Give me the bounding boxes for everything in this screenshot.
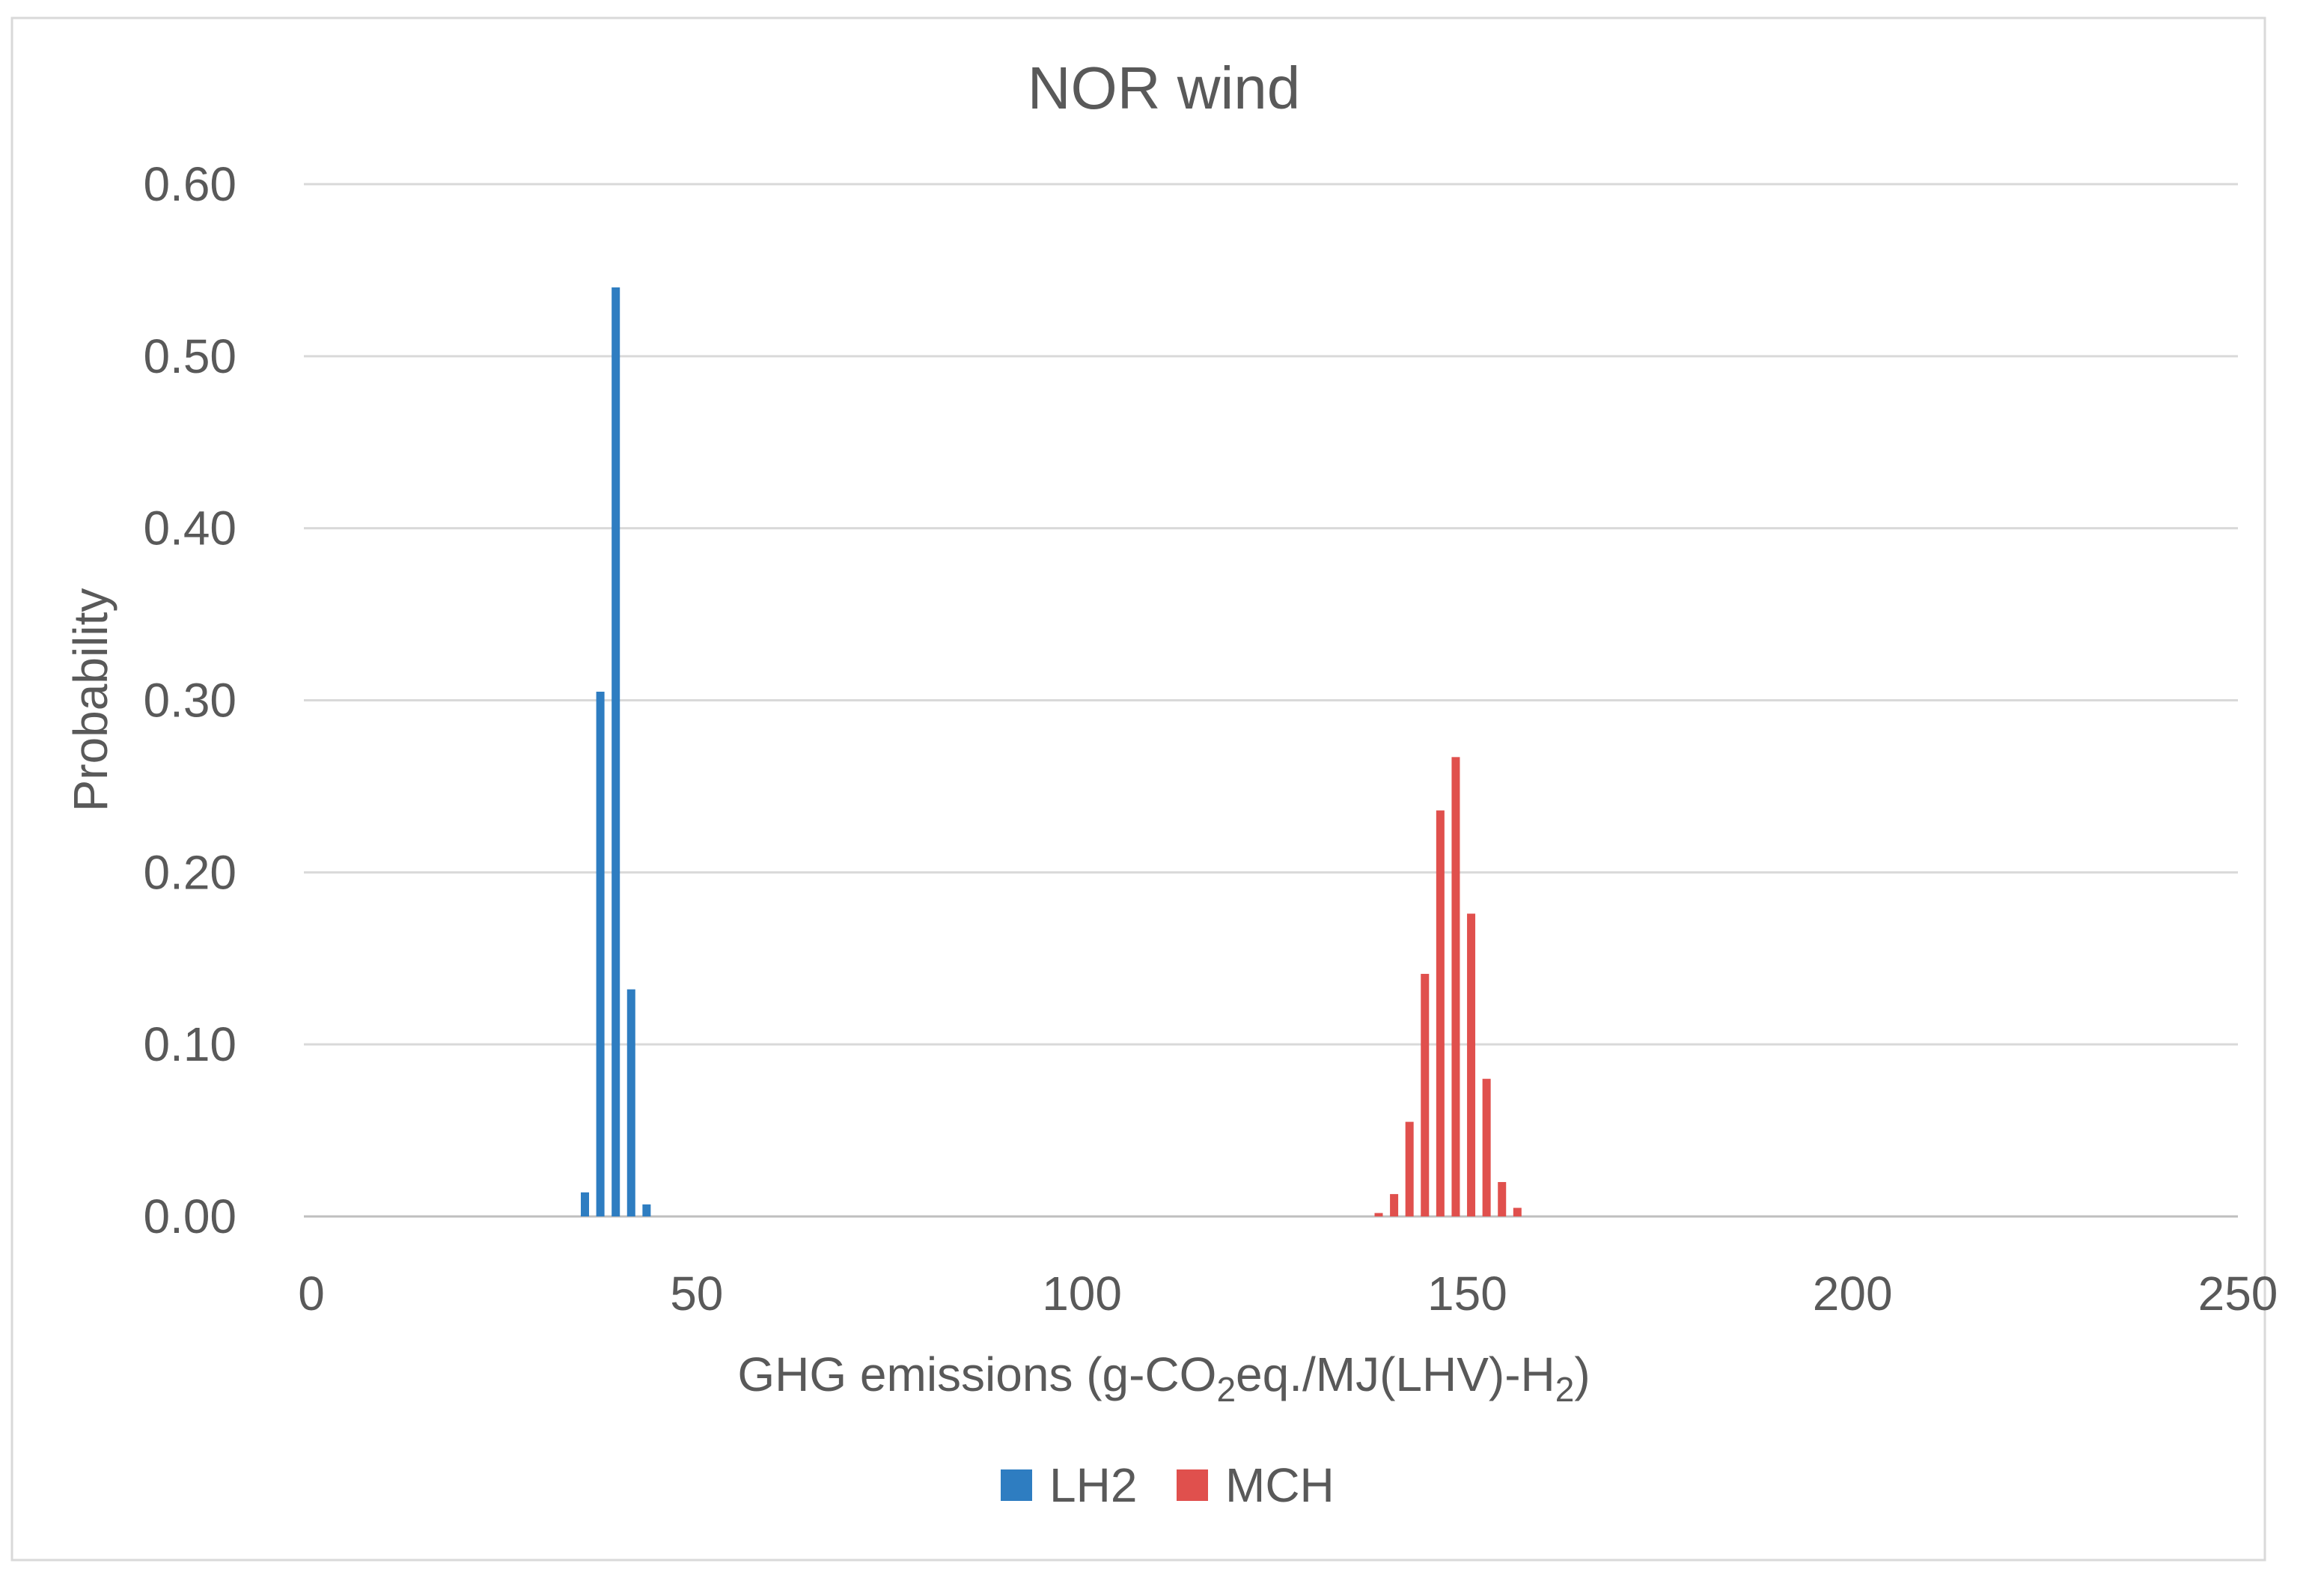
x-tick-label: 250 bbox=[2198, 1267, 2278, 1321]
x-axis-label-middle: eq./MJ(LHV)-H bbox=[1236, 1347, 1555, 1401]
legend-swatch-mch bbox=[1177, 1469, 1208, 1501]
legend: LH2 MCH bbox=[1001, 1458, 1335, 1512]
x-tick-label: 0 bbox=[298, 1267, 325, 1321]
bar-mch bbox=[1498, 1182, 1507, 1216]
y-tick-label: 0.40 bbox=[143, 502, 237, 555]
chart-title: NOR wind bbox=[1028, 55, 1301, 121]
bar-mch bbox=[1513, 1207, 1522, 1216]
y-axis-label: Probability bbox=[64, 588, 118, 812]
grid-lines bbox=[304, 183, 2238, 1218]
y-tick-label: 0.20 bbox=[143, 845, 237, 899]
x-tick-label: 150 bbox=[1427, 1267, 1507, 1321]
bar-mch bbox=[1421, 973, 1430, 1216]
y-tick-label: 0.30 bbox=[143, 674, 237, 728]
y-tick-labels: 0.00 0.10 0.20 0.30 0.40 0.50 0.60 bbox=[143, 157, 237, 1243]
bar-lh2 bbox=[581, 1192, 590, 1216]
x-tick-labels: 0 50 100 200 250 150 bbox=[298, 1267, 2278, 1321]
y-tick-label: 0.00 bbox=[143, 1190, 237, 1243]
x-axis-label-sub-2: 2 bbox=[1216, 1370, 1236, 1409]
bar-mch bbox=[1374, 1213, 1383, 1216]
y-tick-label: 0.60 bbox=[143, 157, 237, 211]
bar-mch bbox=[1405, 1121, 1414, 1216]
chart-frame bbox=[10, 16, 2266, 1562]
bar-lh2 bbox=[626, 989, 635, 1216]
bar-lh2 bbox=[612, 287, 620, 1216]
x-tick-label: 200 bbox=[1813, 1267, 1893, 1321]
x-axis-label: GHG emissions (g-CO2eq./MJ(LHV)-H2) bbox=[737, 1347, 1590, 1409]
bar-lh2 bbox=[642, 1204, 651, 1216]
bar-mch bbox=[1451, 757, 1460, 1216]
x-axis-label-prefix: GHG emissions (g-CO bbox=[737, 1347, 1216, 1401]
x-axis-label-suffix: ) bbox=[1574, 1347, 1590, 1401]
x-tick-label: 100 bbox=[1042, 1267, 1122, 1321]
y-tick-label: 0.50 bbox=[143, 329, 237, 383]
bar-mch bbox=[1436, 810, 1445, 1216]
x-tick-label: 50 bbox=[670, 1267, 723, 1321]
y-tick-label: 0.10 bbox=[143, 1017, 237, 1071]
x-axis-label-sub-h2: 2 bbox=[1555, 1370, 1575, 1409]
bar-mch bbox=[1467, 913, 1476, 1216]
bar-mch bbox=[1482, 1079, 1491, 1216]
legend-label-lh2: LH2 bbox=[1049, 1458, 1137, 1512]
legend-swatch-lh2 bbox=[1001, 1469, 1032, 1501]
bars bbox=[581, 287, 1522, 1216]
bar-mch bbox=[1390, 1194, 1399, 1216]
bar-lh2 bbox=[596, 692, 605, 1216]
legend-label-mch: MCH bbox=[1225, 1458, 1335, 1512]
